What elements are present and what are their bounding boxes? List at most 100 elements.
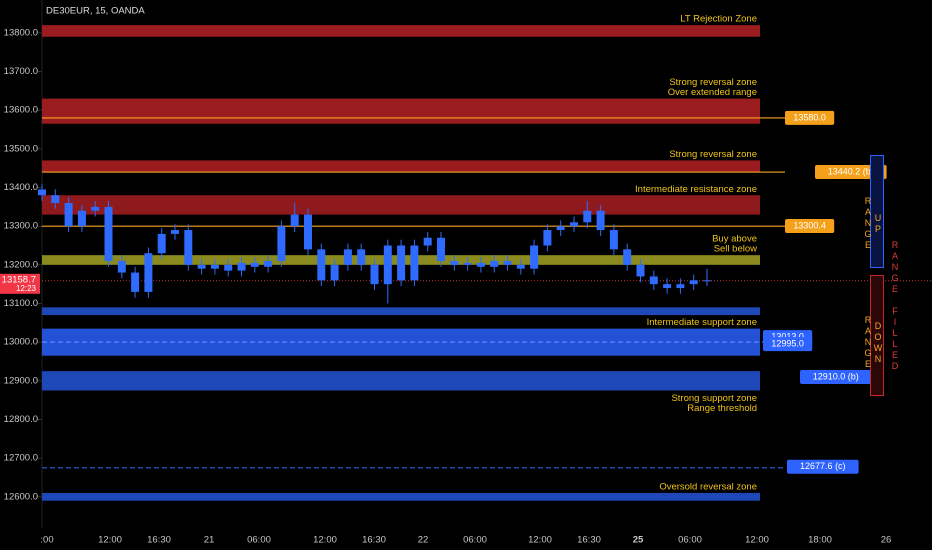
price-tag xyxy=(763,337,813,352)
y-tick-label: 13800.0 xyxy=(4,27,38,38)
zone xyxy=(42,160,760,173)
candle-body xyxy=(689,280,698,285)
candle-body xyxy=(224,264,233,271)
current-price-tag xyxy=(0,273,40,294)
candle-body xyxy=(117,260,126,273)
candle-body xyxy=(357,249,366,265)
price-tag xyxy=(787,459,859,474)
candle-body xyxy=(543,230,552,246)
x-tick-label: 25 xyxy=(633,535,644,546)
candle-body xyxy=(636,264,645,277)
zone xyxy=(42,307,760,316)
zone xyxy=(42,98,760,124)
x-tick-label: 21 xyxy=(204,535,215,546)
candle-body xyxy=(91,206,100,211)
candle-body xyxy=(144,253,153,292)
candle-body xyxy=(570,222,578,227)
candle-body xyxy=(663,284,672,289)
candle-body xyxy=(237,262,246,271)
y-tick-label: 12600.0 xyxy=(4,491,38,502)
candle-body xyxy=(317,249,326,281)
down-range: DOWN RANGE xyxy=(863,275,884,396)
candle-body xyxy=(290,214,299,227)
zone xyxy=(42,492,760,501)
x-tick-label: 26 xyxy=(881,535,892,546)
y-tick-label: 12900.0 xyxy=(4,375,38,386)
candle-body xyxy=(330,264,339,281)
candle-body xyxy=(157,233,166,254)
y-tick-label: 13300.0 xyxy=(4,221,38,232)
price-tag-label: 13440.2 (b) xyxy=(828,166,874,176)
candle-body xyxy=(623,249,632,265)
candle-body xyxy=(609,230,618,250)
candle-body xyxy=(104,206,113,261)
y-tick-label: 13200.0 xyxy=(4,259,38,270)
candle-body xyxy=(676,284,685,289)
candle-body xyxy=(277,226,286,261)
price-tag xyxy=(800,369,872,384)
y-tick-label: 13100.0 xyxy=(4,298,38,309)
current-price-time: 12:23 xyxy=(16,284,37,293)
zone-label: Strong support zone xyxy=(671,393,757,404)
y-tick-label: 12800.0 xyxy=(4,414,38,425)
price-tag xyxy=(785,219,835,234)
candle-body xyxy=(264,260,273,267)
price-tag-label: 12995.0 xyxy=(771,338,804,348)
candle-body xyxy=(583,210,592,223)
candle-body xyxy=(171,230,179,234)
zone-label: Sell below xyxy=(714,244,757,255)
candle-body xyxy=(410,245,419,281)
x-tick-label: 22 xyxy=(418,535,429,546)
price-tag-label: 13013.0 xyxy=(771,332,804,342)
zone-label: LT Rejection Zone xyxy=(680,14,757,25)
y-tick-label: 13400.0 xyxy=(4,182,38,193)
zone-label: Over extended range xyxy=(668,87,757,98)
y-tick-label: 12700.0 xyxy=(4,453,38,464)
zone-label: Intermediate support zone xyxy=(647,317,757,328)
candle-body xyxy=(383,245,392,285)
candle-body xyxy=(250,262,259,267)
candle-body xyxy=(64,202,73,227)
y-tick-label: 13700.0 xyxy=(4,66,38,77)
zone xyxy=(42,195,760,215)
zone-label: Intermediate resistance zone xyxy=(635,184,757,195)
x-tick-label: 12:00 xyxy=(745,535,769,546)
candle-body xyxy=(490,260,499,267)
candle-body xyxy=(703,280,711,282)
x-tick-label: 06:00 xyxy=(247,535,271,546)
candle-body xyxy=(423,237,432,246)
candle-body xyxy=(476,262,485,267)
zone-label: Buy above xyxy=(712,234,757,245)
price-tag-label: 13300.4 xyxy=(793,220,826,230)
candle-body xyxy=(556,226,565,231)
y-tick-label: 13500.0 xyxy=(4,143,38,154)
candle-body xyxy=(304,214,312,250)
chart-title: DE30EUR, 15, OANDA xyxy=(46,6,145,17)
candle-body xyxy=(530,245,539,269)
candle-body xyxy=(370,264,379,285)
candle-body xyxy=(503,260,512,265)
zone-label: Strong reversal zone xyxy=(669,149,757,160)
x-tick-label: 06:00 xyxy=(463,535,487,546)
y-tick-label: 13000.0 xyxy=(4,337,38,348)
x-tick-label: 06:00 xyxy=(678,535,702,546)
candle-body xyxy=(437,237,445,261)
candle-body xyxy=(131,272,140,292)
x-tick-label: :00 xyxy=(40,535,53,546)
zone-label: Range threshold xyxy=(687,403,757,414)
candle-body xyxy=(184,230,193,265)
x-tick-label: 16:30 xyxy=(577,535,601,546)
x-tick-label: 12:00 xyxy=(313,535,337,546)
price-tag xyxy=(785,110,835,125)
candle-body xyxy=(516,264,525,269)
x-tick-label: 12:00 xyxy=(98,535,122,546)
candle-body xyxy=(51,195,60,203)
zone-label: Oversold reversal zone xyxy=(659,481,757,492)
price-tag xyxy=(815,164,887,179)
y-tick-label: 13600.0 xyxy=(4,105,38,116)
candle-body xyxy=(197,264,206,269)
zone xyxy=(42,328,760,356)
price-tag-label: 12910.0 (b) xyxy=(813,371,859,381)
